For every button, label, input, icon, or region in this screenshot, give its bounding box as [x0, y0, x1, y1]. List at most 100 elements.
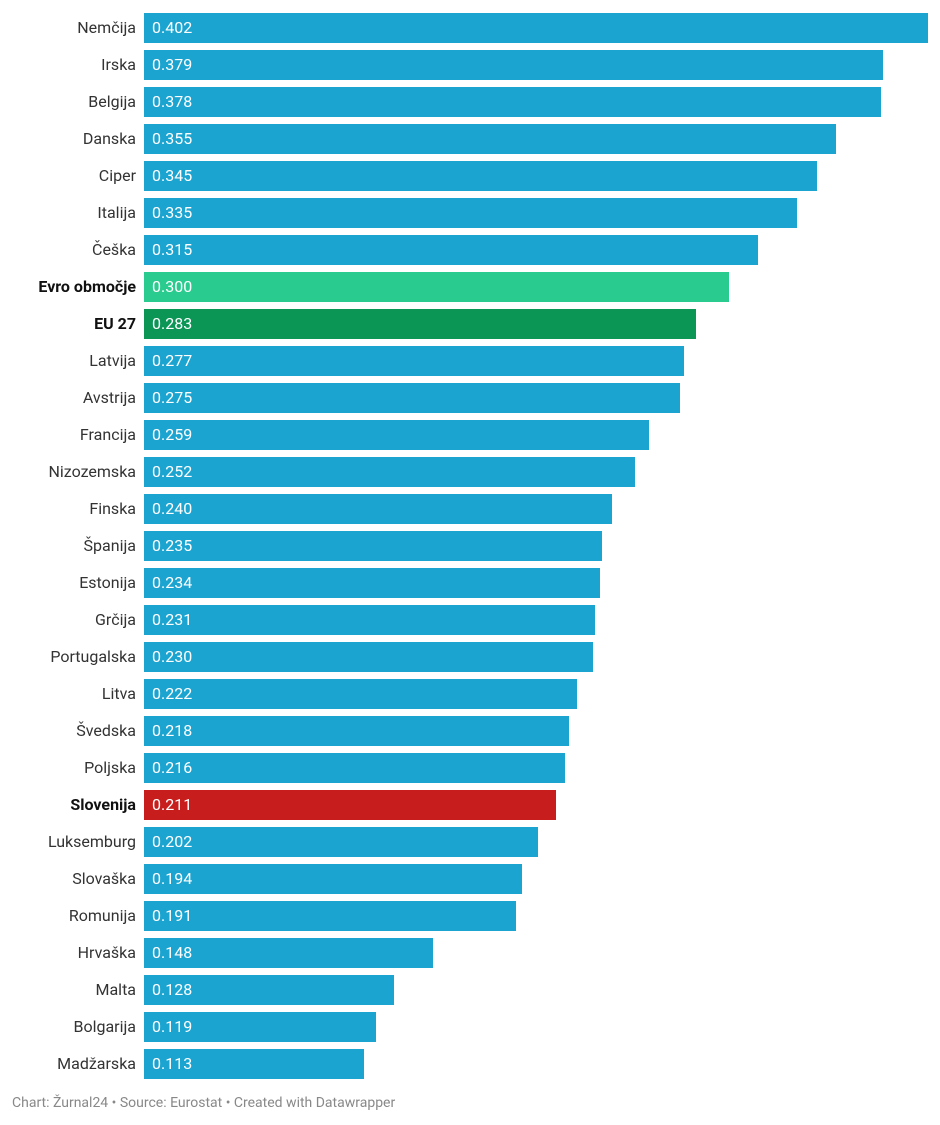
chart-row: Irska 0.379 [4, 47, 928, 82]
bar-track: 0.194 [144, 864, 928, 894]
chart-row: Grčija0.231 [4, 602, 928, 637]
bar: 0.202 [144, 827, 538, 857]
bar: 0.300 [144, 272, 729, 302]
bar: 0.275 [144, 383, 680, 413]
row-label: Slovaška [4, 869, 144, 888]
chart-row: EU 27 0.283 [4, 306, 928, 341]
row-label: Nizozemska [4, 462, 144, 481]
bar-track: 0.240 [144, 494, 928, 524]
chart-row: Slovenija0.211 [4, 787, 928, 822]
row-label: Avstrija [4, 388, 144, 407]
footer-text: Chart: Žurnal24 • Source: Eurostat • Cre… [12, 1095, 395, 1111]
bar-value: 0.345 [152, 166, 192, 185]
row-label: Danska [4, 129, 144, 148]
row-label: Švedska [4, 721, 144, 740]
bar: 0.335 [144, 198, 797, 228]
bar-value: 0.202 [152, 832, 192, 851]
row-label: Francija [4, 425, 144, 444]
bar: 0.235 [144, 531, 602, 561]
chart-row: Italija0.335 [4, 195, 928, 230]
row-label: EU 27 [4, 314, 144, 333]
bar: 0.240 [144, 494, 612, 524]
bar-track: 0.277 [144, 346, 928, 376]
chart-row: Latvija0.277 [4, 343, 928, 378]
bar: 0.230 [144, 642, 593, 672]
bar-value: 0.252 [152, 462, 192, 481]
bar: 0.402 [144, 13, 928, 43]
row-label: Evro območje [4, 277, 144, 296]
bar-track: 0.211 [144, 790, 928, 820]
bar-value: 0.259 [152, 425, 192, 444]
bar-track: 0.230 [144, 642, 928, 672]
bar: 0.252 [144, 457, 635, 487]
row-label: Litva [4, 684, 144, 703]
chart-row: Francija 0.259 [4, 417, 928, 452]
bar: 0.148 [144, 938, 433, 968]
chart-row: Ciper 0.345 [4, 158, 928, 193]
bar: 0.345 [144, 161, 817, 191]
bar-track: 0.234 [144, 568, 928, 598]
bar-value: 0.230 [152, 647, 192, 666]
bar-track: 0.283 [144, 309, 928, 339]
bar-value: 0.218 [152, 721, 192, 740]
bar-value: 0.378 [152, 92, 192, 111]
bar-track: 0.119 [144, 1012, 928, 1042]
bar-value: 0.315 [152, 240, 192, 259]
bar-value: 0.355 [152, 129, 192, 148]
chart-row: Estonija0.234 [4, 565, 928, 600]
bar: 0.378 [144, 87, 881, 117]
bar-value: 0.283 [152, 314, 192, 333]
chart-row: Litva 0.222 [4, 676, 928, 711]
bar: 0.277 [144, 346, 684, 376]
bar-track: 0.378 [144, 87, 928, 117]
row-label: Češka [4, 240, 144, 259]
row-label: Irska [4, 55, 144, 74]
bar: 0.259 [144, 420, 649, 450]
chart-row: Belgija0.378 [4, 84, 928, 119]
bar: 0.194 [144, 864, 522, 894]
bar: 0.231 [144, 605, 595, 635]
row-label: Latvija [4, 351, 144, 370]
chart-row: Romunija0.191 [4, 898, 928, 933]
bar-value: 0.128 [152, 980, 192, 999]
row-label: Ciper [4, 166, 144, 185]
bar-value: 0.234 [152, 573, 192, 592]
bar-chart: Nemčija0.402Irska0.379Belgija0.378Danska… [4, 10, 928, 1081]
row-label: Italija [4, 203, 144, 222]
chart-row: Hrvaška0.148 [4, 935, 928, 970]
bar-track: 0.355 [144, 124, 928, 154]
chart-row: Madžarska0.113 [4, 1046, 928, 1081]
bar: 0.216 [144, 753, 565, 783]
bar: 0.222 [144, 679, 577, 709]
row-label: Grčija [4, 610, 144, 629]
bar: 0.355 [144, 124, 836, 154]
chart-row: Danska 0.355 [4, 121, 928, 156]
bar-value: 0.379 [152, 55, 192, 74]
bar: 0.379 [144, 50, 883, 80]
bar: 0.234 [144, 568, 600, 598]
bar-track: 0.315 [144, 235, 928, 265]
row-label: Luksemburg [4, 832, 144, 851]
row-label: Madžarska [4, 1054, 144, 1073]
chart-row: Španija0.235 [4, 528, 928, 563]
row-label: Španija [4, 536, 144, 555]
bar-track: 0.335 [144, 198, 928, 228]
bar-value: 0.275 [152, 388, 192, 407]
bar: 0.315 [144, 235, 758, 265]
chart-row: Slovaška0.194 [4, 861, 928, 896]
chart-row: Finska0.240 [4, 491, 928, 526]
bar-track: 0.345 [144, 161, 928, 191]
chart-row: Malta0.128 [4, 972, 928, 1007]
row-label: Poljska [4, 758, 144, 777]
bar-value: 0.119 [152, 1017, 192, 1036]
bar-track: 0.275 [144, 383, 928, 413]
chart-row: Češka 0.315 [4, 232, 928, 267]
chart-row: Bolgarija0.119 [4, 1009, 928, 1044]
bar-track: 0.402 [144, 13, 928, 43]
bar-value: 0.222 [152, 684, 192, 703]
bar-track: 0.259 [144, 420, 928, 450]
chart-row: Evro območje0.300 [4, 269, 928, 304]
bar-value: 0.240 [152, 499, 192, 518]
bar-value: 0.191 [152, 906, 192, 925]
bar-track: 0.202 [144, 827, 928, 857]
